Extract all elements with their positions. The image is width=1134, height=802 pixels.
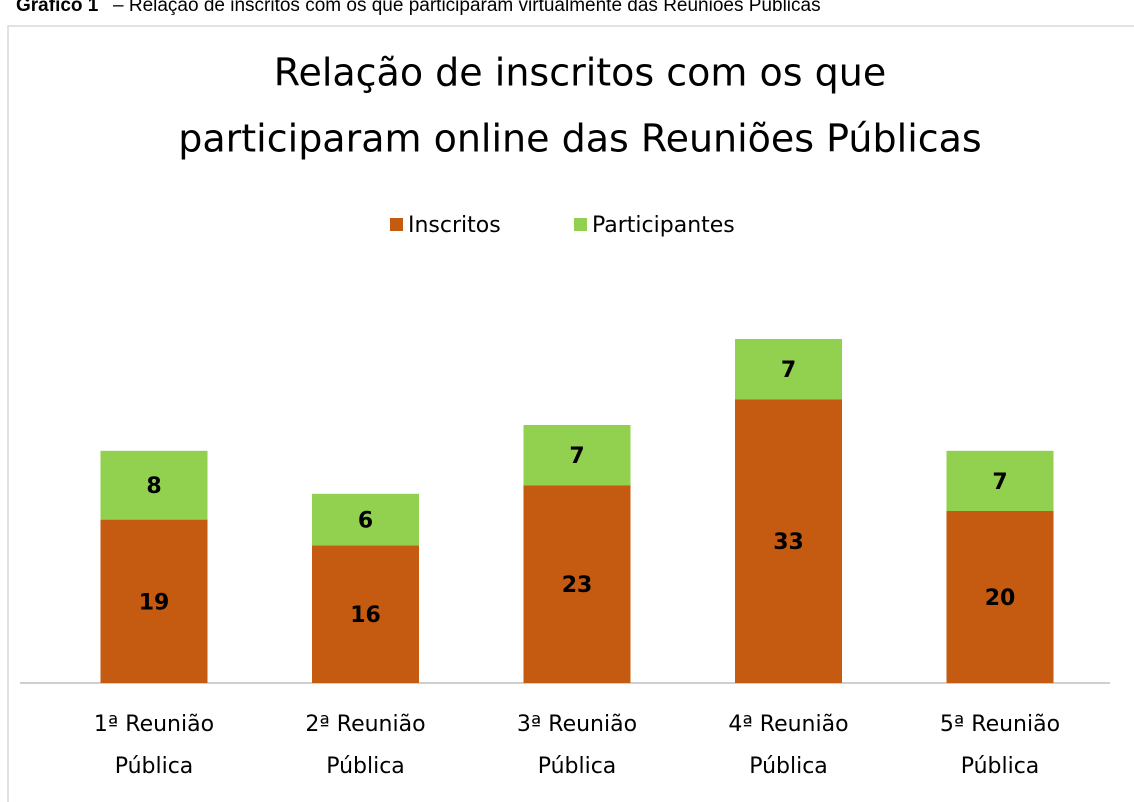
bar-segment [312, 493, 419, 546]
bar-segment [100, 519, 208, 683]
bar-segment [946, 511, 1054, 683]
x-tick-label: 1ª Reunião Pública [93, 712, 215, 779]
data-label: 6 [358, 509, 373, 534]
legend-swatch [390, 218, 403, 231]
x-tick-label: 4ª Reunião Pública [728, 712, 849, 779]
legend-label: Inscritos [408, 213, 501, 238]
caption-label: Gráfico 1 [16, 0, 99, 16]
data-label: 7 [992, 470, 1007, 495]
bar-segment [735, 399, 842, 683]
data-label: 16 [350, 603, 381, 628]
data-label: 33 [773, 530, 804, 555]
legend-swatch [574, 218, 587, 231]
data-label: 7 [569, 444, 584, 469]
bar-segment [312, 545, 419, 683]
bar-segment [946, 450, 1054, 511]
caption-text: – Relação de inscritos com os que partic… [113, 0, 821, 16]
data-label: 8 [146, 474, 161, 499]
legend-label: Participantes [592, 213, 735, 238]
bar-segment [523, 485, 631, 683]
x-tick-label: 5ª Reunião Pública [939, 712, 1061, 779]
data-label: 7 [781, 358, 796, 383]
bar-segment [735, 339, 842, 400]
x-tick-label: 2ª Reunião Pública [305, 712, 426, 779]
bar-segment [523, 425, 631, 486]
bar-segment [100, 450, 208, 520]
x-tick-label: 3ª Reunião Pública [516, 712, 638, 779]
chart-title: participaram online das Reuniões Pública… [178, 117, 981, 161]
data-label: 20 [985, 586, 1016, 611]
data-label: 23 [562, 573, 593, 598]
chart-title: Relação de inscritos com os que [274, 51, 887, 95]
data-label: 19 [139, 590, 170, 615]
